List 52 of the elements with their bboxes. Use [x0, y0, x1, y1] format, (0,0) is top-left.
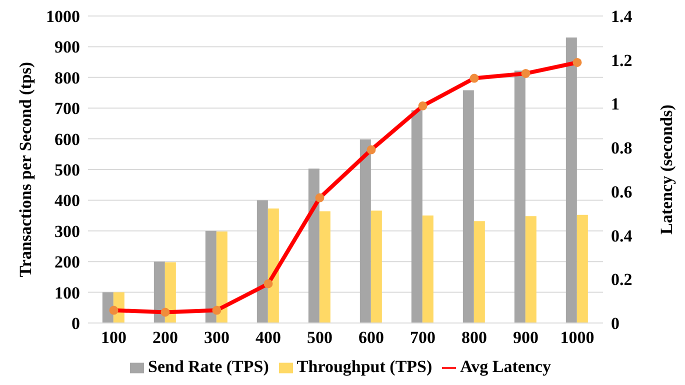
- bar: [205, 230, 216, 323]
- y-tick-label: 300: [54, 222, 80, 241]
- y2-tick-label: 0.6: [611, 182, 632, 202]
- bar: [154, 262, 165, 323]
- y-tick-label: 500: [54, 160, 80, 180]
- x-tick-label: 800: [462, 328, 487, 348]
- x-tick-label: 1000: [560, 328, 594, 348]
- legend-label: Send Rate (TPS): [148, 357, 269, 376]
- y-axis-title: Transactions per Second (tps): [16, 62, 36, 278]
- bar: [576, 214, 588, 323]
- y2-tick-label: 0: [611, 314, 620, 334]
- bar: [268, 208, 279, 323]
- y-tick-label: 1000: [46, 7, 80, 26]
- y2-tick-label: 1.2: [611, 50, 632, 70]
- y2-tick-label: 1: [611, 94, 620, 114]
- legend-label: Avg Latency: [460, 357, 551, 376]
- bar: [164, 262, 176, 323]
- bar: [370, 210, 382, 323]
- bar: [308, 168, 320, 323]
- x-tick-label: 200: [152, 328, 178, 348]
- x-tick-label: 400: [256, 328, 281, 348]
- y-tick-label: 0: [72, 314, 80, 334]
- y-tick-label: 600: [54, 130, 80, 149]
- y-tick-label: 400: [54, 191, 80, 210]
- x-tick-label: 300: [204, 328, 230, 348]
- x-tick-label: 100: [101, 328, 126, 348]
- y-tick-label: 200: [54, 252, 80, 272]
- x-tick-label: 600: [358, 328, 384, 348]
- y2-tick-label: 0.4: [611, 226, 633, 246]
- x-tick-label: 700: [410, 328, 436, 348]
- bar: [422, 216, 434, 323]
- bar: [462, 90, 474, 323]
- y2-tick-label: 0.8: [611, 138, 632, 158]
- y2-axis-title: Latency (seconds): [657, 104, 676, 234]
- bar: [525, 216, 536, 323]
- bar: [216, 232, 228, 323]
- y2-tick-label: 1.4: [611, 7, 633, 26]
- bar: [256, 200, 268, 323]
- y-tick-label: 700: [54, 99, 80, 118]
- y2-tick-label: 0.2: [611, 270, 632, 290]
- x-tick-label: 500: [307, 328, 332, 348]
- bar: [411, 110, 422, 323]
- y-tick-label: 900: [54, 38, 80, 57]
- bar: [360, 139, 371, 323]
- bar: [566, 37, 577, 323]
- bar: [514, 70, 526, 323]
- y-tick-label: 800: [54, 68, 80, 88]
- bar: [474, 221, 485, 323]
- bar: [319, 211, 330, 323]
- x-tick-label: 900: [513, 328, 538, 348]
- legend-label: Throughput (TPS): [296, 357, 432, 376]
- y-tick-label: 100: [54, 283, 80, 302]
